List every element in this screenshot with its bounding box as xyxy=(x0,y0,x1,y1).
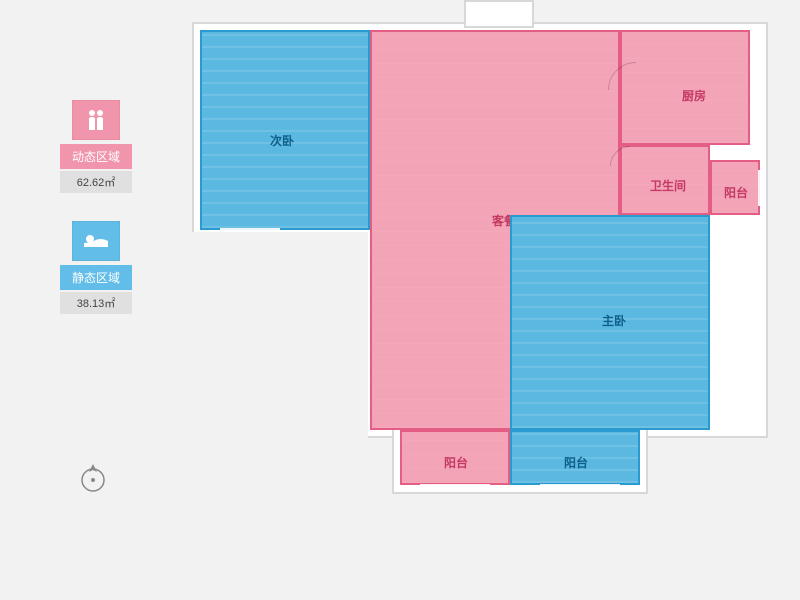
legend-static: 静态区域 38.13㎡ xyxy=(60,221,132,314)
room-label-balcony_e: 阳台 xyxy=(724,184,748,201)
legend-panel: 动态区域 62.62㎡ 静态区域 38.13㎡ xyxy=(60,100,132,342)
room-bath: 卫生间 xyxy=(620,145,710,215)
room-label-master: 主卧 xyxy=(602,312,626,329)
window-mark xyxy=(758,170,762,206)
room-balcony_e: 阳台 xyxy=(710,160,760,215)
rest-icon xyxy=(72,221,120,261)
room-label-balcony_s2: 阳台 xyxy=(564,454,588,471)
floorplan: 客餐厅次卧厨房卫生间阳台主卧阳台阳台 xyxy=(180,0,800,600)
wall-notch-left xyxy=(190,232,368,442)
window-mark xyxy=(420,484,490,488)
room-label-balcony_s1: 阳台 xyxy=(444,454,468,471)
people-icon xyxy=(72,100,120,140)
entry-notch xyxy=(464,0,534,28)
window-mark xyxy=(540,484,620,488)
room-balcony_s2: 阳台 xyxy=(510,430,640,485)
room-kitchen: 厨房 xyxy=(620,30,750,145)
room-second_br: 次卧 xyxy=(200,30,370,230)
room-label-second_br: 次卧 xyxy=(270,132,294,149)
window-mark xyxy=(220,228,280,232)
compass-icon xyxy=(76,460,110,499)
room-master: 主卧 xyxy=(510,215,710,430)
legend-dynamic: 动态区域 62.62㎡ xyxy=(60,100,132,193)
room-label-kitchen: 厨房 xyxy=(682,87,706,104)
legend-static-value: 38.13㎡ xyxy=(60,292,132,314)
legend-dynamic-value: 62.62㎡ xyxy=(60,171,132,193)
room-label-bath: 卫生间 xyxy=(650,177,686,194)
legend-static-title: 静态区域 xyxy=(60,265,132,290)
room-balcony_s1: 阳台 xyxy=(400,430,510,485)
legend-dynamic-title: 动态区域 xyxy=(60,144,132,169)
